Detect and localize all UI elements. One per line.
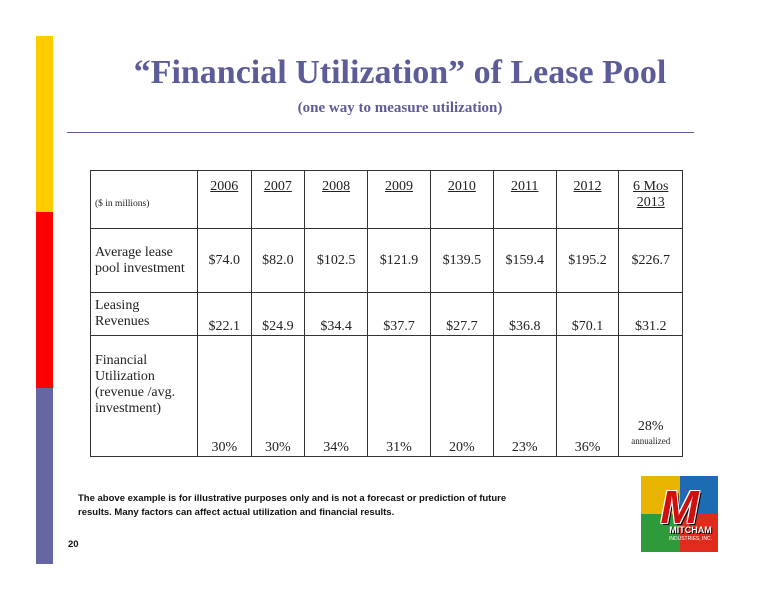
table-cell: 30% (197, 335, 252, 457)
table-header-row: ($ in millions) 2006 2007 2008 2009 2010… (90, 170, 683, 229)
table-cell: 31% (367, 335, 431, 457)
table-cell: $31.2 (618, 292, 683, 336)
table-row-revenues: Leasing Revenues $22.1 $24.9 $34.4 $37.7… (90, 292, 683, 336)
utilization-table: ($ in millions) 2006 2007 2008 2009 2010… (90, 170, 683, 457)
year-header: 2012 (555, 170, 620, 229)
table-row-utilization: Financial Utilization (revenue /avg. inv… (90, 335, 683, 457)
accent-bar-red (36, 212, 53, 388)
table-cell: $36.8 (492, 292, 557, 336)
year-header: 2008 (304, 170, 369, 229)
slide-title: “Financial Utilization” of Lease Pool (133, 54, 667, 91)
year-header: 2011 (492, 170, 557, 229)
year-header: 2006 (197, 170, 252, 229)
row-label: Leasing Revenues (90, 292, 198, 336)
logo-quadrant-red (680, 514, 718, 552)
table-cell: $22.1 (197, 292, 252, 336)
year-header-line2: 2013 (636, 195, 665, 210)
annualized-note: annualized (631, 436, 671, 446)
year-header: 2009 (367, 170, 431, 229)
page-number: 20 (68, 539, 79, 550)
cell-value: 28% (637, 419, 664, 434)
mitcham-logo: M MITCHAM INDUSTRIES, INC. (641, 476, 718, 552)
table-cell: $159.4 (492, 228, 557, 293)
table-cell: 30% (250, 335, 306, 457)
logo-mark: M (660, 481, 699, 533)
table-row-investment: Average lease pool investment $74.0 $82.… (90, 228, 683, 293)
table-cell: $102.5 (304, 228, 369, 293)
table-cell: $24.9 (250, 292, 306, 336)
row-label: Financial Utilization (revenue /avg. inv… (90, 335, 198, 457)
table-cell: $121.9 (367, 228, 431, 293)
table-cell: $74.0 (197, 228, 252, 293)
table-cell: 36% (555, 335, 620, 457)
table-cell: 23% (492, 335, 557, 457)
year-header: 2010 (429, 170, 494, 229)
table-cell: $195.2 (555, 228, 620, 293)
table-cell: $70.1 (555, 292, 620, 336)
disclaimer-text: The above example is for illustrative pu… (78, 493, 507, 518)
accent-bar-blue (36, 388, 53, 564)
title-divider (67, 132, 694, 133)
slide-subtitle: (one way to measure utilization) (297, 100, 503, 116)
row-label: Average lease pool investment (90, 228, 198, 293)
logo-quadrant-blue (680, 476, 718, 514)
table-cell: $139.5 (429, 228, 494, 293)
year-header-line1: 6 Mos (633, 179, 669, 194)
accent-bar-yellow (36, 36, 53, 212)
logo-quadrant-yellow (641, 476, 680, 514)
logo-quadrant-green (641, 514, 680, 552)
year-header-6mos-2013: 6 Mos 2013 (618, 170, 683, 229)
table-cell-annualized: 28% annualized (618, 335, 683, 457)
logo-subtitle: INDUSTRIES, INC. (668, 536, 713, 542)
table-cell: $37.7 (367, 292, 431, 336)
table-cell: $34.4 (304, 292, 369, 336)
table-cell: $226.7 (618, 228, 683, 293)
table-cell: 34% (304, 335, 369, 457)
logo-name: MITCHAM (669, 525, 712, 535)
table-cell: $82.0 (250, 228, 306, 293)
units-label: ($ in millions) (90, 170, 198, 229)
table-cell: $27.7 (429, 292, 494, 336)
table-cell: 20% (429, 335, 494, 457)
year-header: 2007 (250, 170, 306, 229)
